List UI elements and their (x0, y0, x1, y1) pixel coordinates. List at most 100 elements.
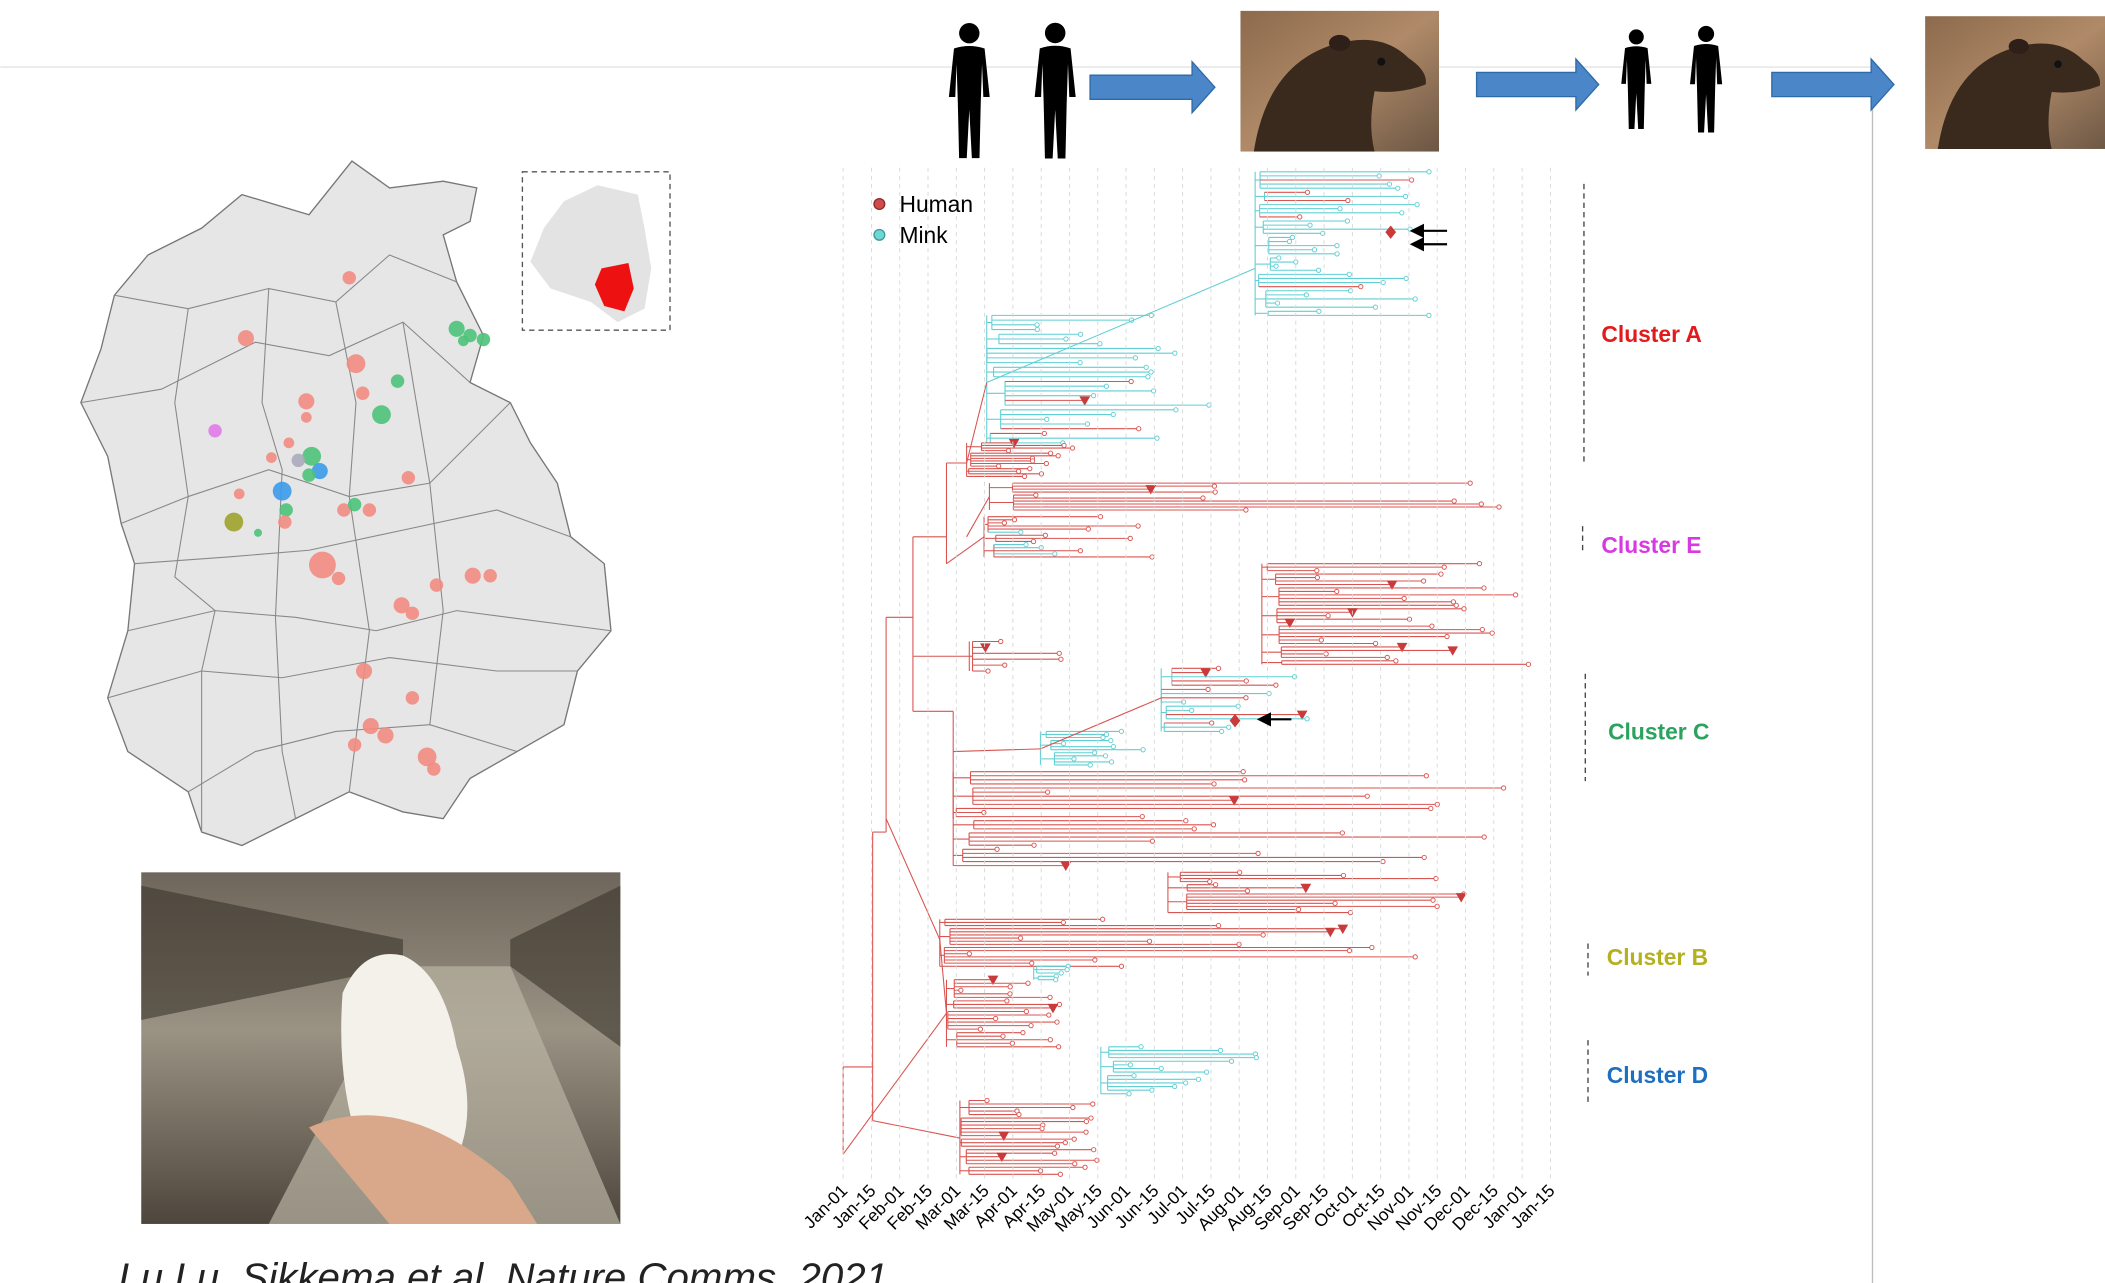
tip (1072, 1161, 1078, 1167)
tip (1286, 238, 1293, 245)
tip (1060, 741, 1067, 747)
tip (966, 951, 972, 957)
tip (1441, 564, 1447, 570)
map-dot (233, 488, 245, 500)
tip (1044, 416, 1050, 422)
tip (1047, 450, 1054, 456)
tip (1149, 1087, 1155, 1093)
tip (1266, 690, 1272, 697)
tip (1215, 665, 1222, 671)
map-dot (464, 567, 481, 584)
transmission-banner (948, 10, 2105, 159)
tip (1386, 181, 1393, 187)
tip (985, 668, 991, 674)
tip (1243, 507, 1249, 513)
tip (1372, 304, 1379, 310)
tip (1346, 948, 1353, 954)
arrow (1771, 57, 1895, 112)
tip (994, 846, 1000, 852)
tip (1173, 407, 1179, 413)
tip (1428, 805, 1434, 812)
tip-triangle (980, 643, 991, 653)
tip (1056, 1044, 1062, 1050)
tip (1108, 737, 1114, 744)
tip (1461, 606, 1467, 612)
tip (1195, 1076, 1202, 1082)
tip (1136, 426, 1142, 432)
tip (1453, 602, 1459, 608)
tip (1007, 991, 1013, 997)
tip (1146, 938, 1153, 944)
tip-triangle (1324, 927, 1336, 938)
map-dot (355, 662, 373, 680)
map-dot (331, 571, 346, 586)
tip (1131, 1073, 1137, 1079)
tip (1478, 501, 1484, 507)
tip (1401, 595, 1407, 601)
tip (1384, 654, 1390, 660)
tip (996, 463, 1002, 469)
mink-photo (1925, 16, 2105, 149)
tip (1450, 599, 1457, 605)
human-icon (1689, 25, 1723, 133)
tip (1041, 430, 1047, 437)
tip (1037, 1168, 1044, 1174)
tip (1219, 728, 1225, 735)
tip (1172, 350, 1178, 356)
tip (1057, 1171, 1064, 1177)
tip (1118, 728, 1125, 735)
tip (1083, 1129, 1089, 1135)
tip (1500, 785, 1507, 791)
tip (1103, 383, 1110, 389)
tip (1009, 1040, 1015, 1046)
cluster-label: Cluster D (1607, 1062, 1708, 1088)
tip (1444, 633, 1450, 640)
tip (1228, 1058, 1235, 1064)
tip (1209, 720, 1215, 726)
tip (1406, 616, 1413, 622)
tip (1307, 222, 1313, 228)
tip (1017, 935, 1024, 941)
tip (1311, 247, 1318, 253)
tip (1052, 1150, 1058, 1156)
tip (1047, 1037, 1053, 1043)
legend-label: Mink (900, 222, 949, 248)
tip (993, 1015, 999, 1022)
tip (1260, 932, 1266, 938)
tip (1029, 458, 1036, 464)
cluster-label: Cluster B (1607, 944, 1708, 970)
tip (1210, 822, 1217, 828)
tip (1135, 523, 1141, 529)
tip (1054, 1143, 1061, 1149)
human-icon (948, 23, 990, 159)
tip (1029, 960, 1035, 966)
tip (1334, 251, 1340, 257)
tip (1140, 747, 1146, 753)
tip (1211, 781, 1217, 787)
tip (1295, 906, 1302, 913)
tip (1033, 492, 1039, 498)
tip (1240, 769, 1246, 775)
legend: Human Mink (873, 191, 973, 248)
tip (1414, 201, 1420, 208)
tip (1212, 489, 1218, 495)
map-dot (298, 393, 315, 410)
tip (1372, 640, 1379, 647)
tip (1438, 571, 1444, 577)
branch (872, 1120, 961, 1139)
tip (1145, 374, 1151, 380)
tip (1100, 916, 1106, 922)
map-dot (309, 551, 336, 579)
arrow (1089, 59, 1216, 115)
tip (1423, 773, 1429, 779)
tip (1084, 421, 1091, 427)
tip (1334, 243, 1340, 249)
tip (1110, 744, 1117, 750)
tip (1412, 954, 1418, 960)
tip (1127, 1062, 1133, 1068)
tip-triangle (1200, 668, 1212, 678)
tip (1132, 355, 1139, 361)
highlight-diamond (1385, 225, 1397, 239)
tip (1060, 919, 1066, 926)
